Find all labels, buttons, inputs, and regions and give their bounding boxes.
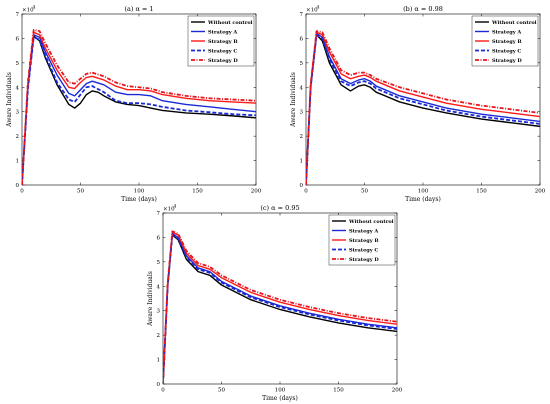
y-tick-label: 0 <box>157 382 161 388</box>
y-axis-label: Aware Individuals <box>6 72 13 128</box>
legend-label: Strategy D <box>492 58 522 64</box>
x-tick-label: 0 <box>304 189 308 195</box>
y-tick-label: 2 <box>300 134 304 140</box>
legend-label: Without control <box>491 20 537 26</box>
y-multiplier-exponent: 4 <box>33 5 36 11</box>
y-tick-label: 2 <box>16 134 20 140</box>
y-tick-label: 2 <box>157 333 161 339</box>
x-tick-label: 0 <box>20 189 24 195</box>
legend-label: Strategy A <box>492 29 521 35</box>
x-tick-label: 100 <box>134 189 145 195</box>
series-line-2 <box>163 231 397 384</box>
x-axis-label: Time (days) <box>262 395 298 402</box>
x-axis-label: Time (days) <box>405 196 441 203</box>
x-tick-label: 150 <box>476 189 487 195</box>
x-tick-label: 200 <box>392 388 403 394</box>
x-axis-label: Time (days) <box>121 196 157 203</box>
y-tick-label: 4 <box>16 85 20 91</box>
legend-label: Strategy A <box>208 29 237 35</box>
y-tick-label: 0 <box>300 183 304 189</box>
y-multiplier-label: ×10 <box>306 8 318 14</box>
chart-title: (b) α = 0.98 <box>403 5 443 13</box>
legend-label: Without control <box>207 20 253 26</box>
chart-title: (a) α = 1 <box>124 5 153 13</box>
y-tick-label: 3 <box>300 110 304 116</box>
y-tick-label: 5 <box>157 260 161 266</box>
series-line-1 <box>306 32 540 185</box>
y-tick-label: 7 <box>16 12 20 18</box>
y-tick-label: 6 <box>300 36 304 42</box>
x-tick-label: 50 <box>218 388 225 394</box>
y-tick-label: 7 <box>300 12 304 18</box>
y-tick-label: 1 <box>16 159 20 165</box>
x-tick-label: 50 <box>361 189 368 195</box>
y-multiplier-label: ×10 <box>163 207 175 213</box>
legend: Without control Strategy A Strategy B Strat… <box>187 15 255 67</box>
legend-label: Strategy A <box>349 228 378 234</box>
x-tick-label: 150 <box>333 388 344 394</box>
x-tick-label: 200 <box>535 189 546 195</box>
series-line-4 <box>306 30 540 185</box>
series-line-2 <box>306 31 540 185</box>
legend-label: Strategy D <box>208 58 238 64</box>
legend-label: Strategy B <box>492 39 522 45</box>
legend-label: Strategy B <box>208 39 238 45</box>
y-tick-label: 3 <box>16 110 20 116</box>
series-line-1 <box>22 34 256 185</box>
y-multiplier-label: ×10 <box>22 8 34 14</box>
x-tick-label: 0 <box>161 388 165 394</box>
y-axis-label: Aware Individuals <box>290 72 297 128</box>
y-tick-label: 5 <box>16 61 20 67</box>
y-tick-label: 7 <box>157 211 161 217</box>
legend-label: Strategy C <box>492 48 521 54</box>
series-line-4 <box>22 28 256 185</box>
series-line-4 <box>163 230 397 384</box>
legend: Without control Strategy A Strategy B Strat… <box>328 214 396 266</box>
chart-title: (c) α = 0.95 <box>260 204 299 212</box>
legend-label: Strategy D <box>349 257 379 263</box>
y-tick-label: 1 <box>157 358 161 364</box>
y-tick-label: 1 <box>300 159 304 165</box>
series-line-3 <box>306 33 540 185</box>
y-tick-label: 5 <box>300 61 304 67</box>
y-axis-label: Aware Individuals <box>147 271 154 327</box>
x-tick-label: 100 <box>275 388 286 394</box>
series-line-0 <box>163 234 397 384</box>
y-tick-label: 6 <box>16 36 20 42</box>
legend-label: Strategy C <box>208 48 237 54</box>
series-line-2 <box>22 31 256 185</box>
y-tick-label: 6 <box>157 235 161 241</box>
legend: Without control Strategy A Strategy B Strat… <box>471 15 539 67</box>
series-line-3 <box>163 232 397 384</box>
x-tick-label: 150 <box>192 189 203 195</box>
series-line-3 <box>22 36 256 185</box>
y-tick-label: 0 <box>16 183 20 189</box>
y-tick-label: 3 <box>157 309 161 315</box>
legend-label: Without control <box>348 219 394 225</box>
series-line-0 <box>306 34 540 185</box>
x-tick-label: 200 <box>251 189 262 195</box>
y-multiplier-exponent: 4 <box>317 5 320 11</box>
legend-label: Strategy C <box>349 247 378 253</box>
y-tick-label: 4 <box>300 85 304 91</box>
y-multiplier-exponent: 4 <box>174 204 177 210</box>
x-tick-label: 100 <box>418 189 429 195</box>
y-tick-label: 4 <box>157 284 161 290</box>
x-tick-label: 50 <box>77 189 84 195</box>
legend-label: Strategy B <box>349 238 379 244</box>
